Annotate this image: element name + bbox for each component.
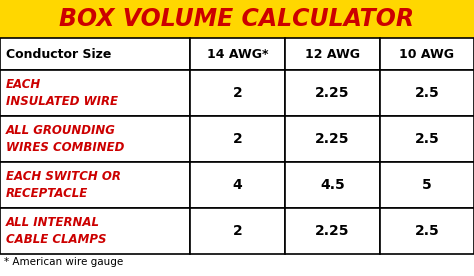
- Text: 2: 2: [233, 132, 242, 146]
- Text: 5: 5: [422, 178, 432, 192]
- Bar: [285, 208, 380, 254]
- Bar: [0, 0, 474, 38]
- Text: ALL INTERNAL
CABLE CLAMPS: ALL INTERNAL CABLE CLAMPS: [6, 216, 107, 246]
- Text: 12 AWG: 12 AWG: [305, 47, 360, 60]
- Bar: [285, 162, 380, 208]
- Text: 2.5: 2.5: [415, 86, 439, 100]
- Bar: [0, 208, 190, 254]
- Text: 2.25: 2.25: [315, 224, 350, 238]
- Bar: [285, 116, 380, 162]
- Bar: [380, 208, 474, 254]
- Text: BOX VOLUME CALCULATOR: BOX VOLUME CALCULATOR: [59, 7, 415, 31]
- Text: 2.25: 2.25: [315, 86, 350, 100]
- Text: * American wire gauge: * American wire gauge: [4, 257, 123, 267]
- Bar: [380, 38, 474, 70]
- Text: ALL GROUNDING
WIRES COMBINED: ALL GROUNDING WIRES COMBINED: [6, 124, 124, 154]
- Text: 10 AWG: 10 AWG: [400, 47, 455, 60]
- Bar: [190, 116, 285, 162]
- Bar: [190, 38, 285, 70]
- Bar: [380, 162, 474, 208]
- Text: 14 AWG*: 14 AWG*: [207, 47, 268, 60]
- Text: 2: 2: [233, 86, 242, 100]
- Bar: [0, 162, 190, 208]
- Text: 4: 4: [233, 178, 242, 192]
- Bar: [190, 70, 285, 116]
- Bar: [190, 208, 285, 254]
- Bar: [380, 116, 474, 162]
- Bar: [0, 116, 190, 162]
- Bar: [285, 38, 380, 70]
- Bar: [190, 162, 285, 208]
- Text: EACH
INSULATED WIRE: EACH INSULATED WIRE: [6, 78, 118, 108]
- Text: Conductor Size: Conductor Size: [6, 47, 111, 60]
- Bar: [380, 70, 474, 116]
- Bar: [0, 70, 190, 116]
- Bar: [0, 38, 190, 70]
- Text: 2.5: 2.5: [415, 132, 439, 146]
- Text: 2: 2: [233, 224, 242, 238]
- Text: EACH SWITCH OR
RECEPTACLE: EACH SWITCH OR RECEPTACLE: [6, 170, 121, 200]
- Text: 2.25: 2.25: [315, 132, 350, 146]
- Text: 2.5: 2.5: [415, 224, 439, 238]
- Bar: [285, 70, 380, 116]
- Text: 4.5: 4.5: [320, 178, 345, 192]
